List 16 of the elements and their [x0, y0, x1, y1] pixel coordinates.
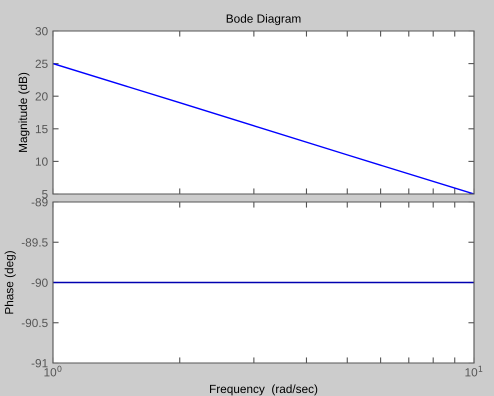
y-axis-title: Magnitude (dB) — [18, 72, 30, 152]
y-tick-label: 20 — [36, 92, 48, 101]
y-tick-label: -90 — [32, 278, 48, 287]
y-tick-label: 30 — [35, 27, 48, 36]
y-tick-label: 10 — [36, 157, 48, 166]
x-axis-title: Frequency (rad/sec) — [210, 384, 318, 396]
chart-title: Bode Diagram — [226, 14, 300, 26]
y-tick-label: 25 — [36, 60, 48, 68]
y-tick-label: -89.5 — [22, 238, 48, 247]
y-tick-label: 15 — [36, 124, 48, 134]
x-tick-label: 10$^{1}$ — [465, 366, 482, 376]
y-tick-label: -89 — [32, 198, 48, 206]
y-tick-label: -91 — [32, 359, 48, 368]
y-axis-title: Phase (deg) — [4, 251, 16, 314]
y-tick-label: -90.5 — [22, 318, 48, 328]
y-tick-label: 5 — [42, 190, 48, 198]
